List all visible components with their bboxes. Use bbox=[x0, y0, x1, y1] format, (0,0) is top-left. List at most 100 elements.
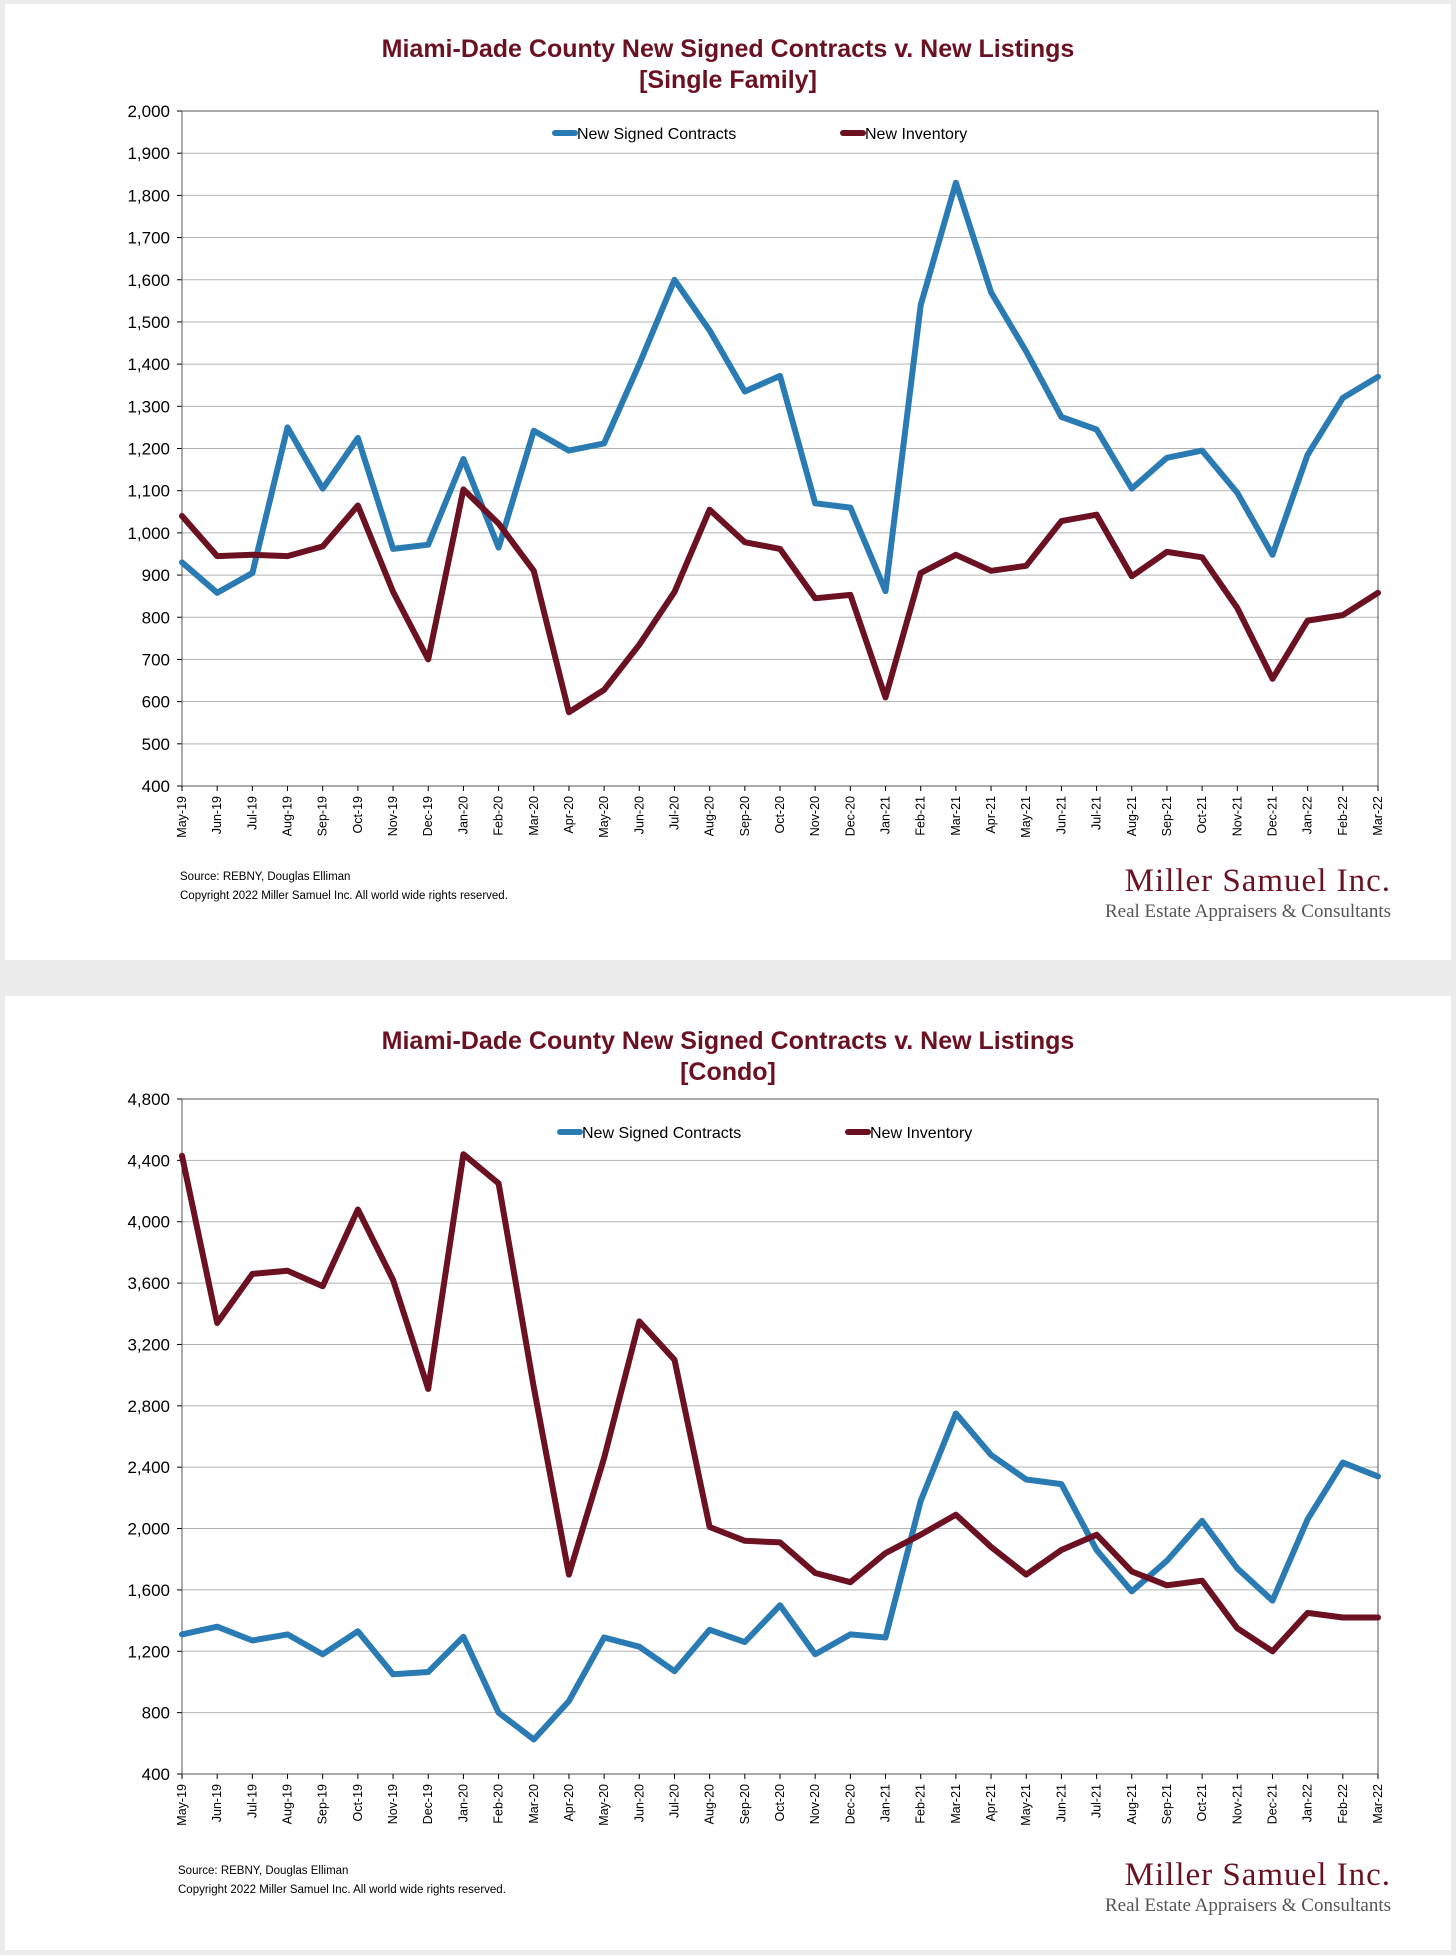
data-point bbox=[496, 521, 502, 527]
x-tick-label: Mar-20 bbox=[527, 1784, 541, 1824]
x-tick-label: Nov-21 bbox=[1230, 796, 1244, 836]
x-tick-label: May-19 bbox=[175, 796, 189, 838]
x-tick-label: Jan-20 bbox=[456, 796, 470, 834]
series-new-signed-contracts bbox=[179, 1410, 1381, 1743]
inventory-line bbox=[179, 486, 1381, 716]
x-tick-label: Dec-21 bbox=[1265, 1784, 1279, 1824]
data-point bbox=[390, 1671, 396, 1677]
x-tick-label: Jun-20 bbox=[632, 796, 646, 834]
data-point bbox=[847, 1579, 853, 1585]
data-point bbox=[1199, 448, 1205, 454]
data-point bbox=[214, 590, 220, 596]
data-point bbox=[1375, 374, 1381, 380]
x-tick-label: Nov-21 bbox=[1230, 1784, 1244, 1824]
data-point bbox=[496, 1710, 502, 1716]
data-point bbox=[566, 1572, 572, 1578]
x-tick-label: Oct-21 bbox=[1195, 796, 1209, 834]
y-tick-label: 500 bbox=[142, 735, 170, 754]
data-point bbox=[460, 486, 466, 492]
x-tick-label: Mar-21 bbox=[949, 796, 963, 836]
data-point bbox=[460, 1634, 466, 1640]
y-tick-label: 1,600 bbox=[127, 1581, 170, 1600]
y-axis: 4,800 4,400 4,000 3,600 3,200 2,800 2,400 2,000… bbox=[127, 1090, 182, 1784]
data-point bbox=[390, 1277, 396, 1283]
chart-title-line2: [Single Family] bbox=[639, 66, 817, 94]
data-point bbox=[1199, 1578, 1205, 1584]
data-point bbox=[1129, 1569, 1135, 1575]
contracts-line bbox=[179, 179, 1381, 596]
series-new-signed-contracts bbox=[179, 179, 1381, 596]
data-point bbox=[742, 539, 748, 545]
data-point bbox=[707, 327, 713, 333]
x-tick-label: Jul-20 bbox=[667, 1784, 681, 1818]
copyright-note: Copyright 2022 Miller Samuel Inc. All wo… bbox=[178, 1884, 506, 1896]
data-point bbox=[671, 277, 677, 283]
data-point bbox=[1234, 490, 1240, 496]
data-point bbox=[636, 361, 642, 367]
x-tick-label: Feb-21 bbox=[914, 796, 928, 836]
x-tick-label: Sep-21 bbox=[1160, 1784, 1174, 1824]
x-tick-label: Dec-21 bbox=[1265, 796, 1279, 836]
chart-title-line1: Miami-Dade County New Signed Contracts v… bbox=[381, 35, 1075, 63]
x-tick-label: Dec-20 bbox=[843, 1784, 857, 1824]
data-point bbox=[496, 545, 502, 551]
x-tick-label: Jun-21 bbox=[1054, 1784, 1068, 1822]
x-tick-label: Oct-20 bbox=[773, 796, 787, 834]
x-tick-label: Jul-19 bbox=[245, 1784, 259, 1818]
x-tick-label: Jun-20 bbox=[632, 1784, 646, 1822]
data-point bbox=[425, 542, 431, 548]
miller-samuel-logo: Miller Samuel Inc. Real Estate Appraiser… bbox=[1105, 862, 1391, 924]
chart-footer: Source: REBNY, Douglas Elliman Copyright… bbox=[178, 1862, 506, 1900]
data-point bbox=[1164, 1582, 1170, 1588]
data-point bbox=[355, 435, 361, 441]
x-tick-label: May-21 bbox=[1019, 796, 1033, 838]
x-tick-label: May-21 bbox=[1019, 1784, 1033, 1826]
chart-footer: Source: REBNY, Douglas Elliman Copyright… bbox=[180, 868, 508, 906]
x-tick-label: Oct-21 bbox=[1195, 1784, 1209, 1822]
x-tick-label: Aug-21 bbox=[1125, 1784, 1139, 1824]
data-point bbox=[1164, 455, 1170, 461]
x-tick-label: Jan-21 bbox=[879, 1784, 893, 1822]
x-tick-label: Feb-22 bbox=[1336, 796, 1350, 836]
data-point bbox=[918, 570, 924, 576]
data-point bbox=[1234, 605, 1240, 611]
data-point bbox=[355, 1628, 361, 1634]
data-point bbox=[1023, 348, 1029, 354]
data-point bbox=[320, 1651, 326, 1657]
data-point bbox=[249, 1638, 255, 1644]
x-tick-label: Jan-20 bbox=[456, 1784, 470, 1822]
x-tick-label: Nov-20 bbox=[808, 796, 822, 836]
data-point bbox=[285, 1268, 291, 1274]
y-tick-label: 4,800 bbox=[127, 1090, 170, 1109]
x-tick-label: Aug-21 bbox=[1125, 796, 1139, 836]
data-point bbox=[918, 1532, 924, 1538]
data-point bbox=[847, 1631, 853, 1637]
x-tick-label: Jan-21 bbox=[879, 796, 893, 834]
data-point bbox=[777, 1539, 783, 1545]
contracts-line bbox=[179, 1410, 1381, 1743]
y-tick-label: 2,800 bbox=[127, 1397, 170, 1416]
data-point bbox=[1094, 1547, 1100, 1553]
chart-panel-single-family: Miami-Dade County New Signed Contracts v… bbox=[5, 4, 1451, 960]
x-tick-label: Mar-20 bbox=[527, 796, 541, 836]
data-point bbox=[707, 507, 713, 513]
inventory-line bbox=[179, 1151, 1381, 1655]
data-point bbox=[1234, 1565, 1240, 1571]
y-tick-label: 2,000 bbox=[127, 1520, 170, 1539]
series-new-inventory bbox=[179, 486, 1381, 716]
data-point bbox=[1340, 395, 1346, 401]
data-point bbox=[918, 1498, 924, 1504]
data-point bbox=[1305, 618, 1311, 624]
data-point bbox=[601, 1634, 607, 1640]
logo-subtitle: Real Estate Appraisers & Consultants bbox=[1104, 901, 1391, 922]
x-axis: May-19 Jun-19 Jul-19 Aug-19 Sep-19 Oct-19 Nov-… bbox=[175, 786, 1385, 838]
x-tick-label: Dec-20 bbox=[843, 796, 857, 836]
y-tick-label: 1,200 bbox=[127, 440, 170, 459]
data-point bbox=[742, 389, 748, 395]
data-point bbox=[883, 694, 889, 700]
data-point bbox=[601, 1455, 607, 1461]
data-point bbox=[320, 486, 326, 492]
data-point bbox=[812, 595, 818, 601]
x-tick-label: May-19 bbox=[175, 1784, 189, 1826]
legend-label-contracts: New Signed Contracts bbox=[582, 1125, 741, 1142]
